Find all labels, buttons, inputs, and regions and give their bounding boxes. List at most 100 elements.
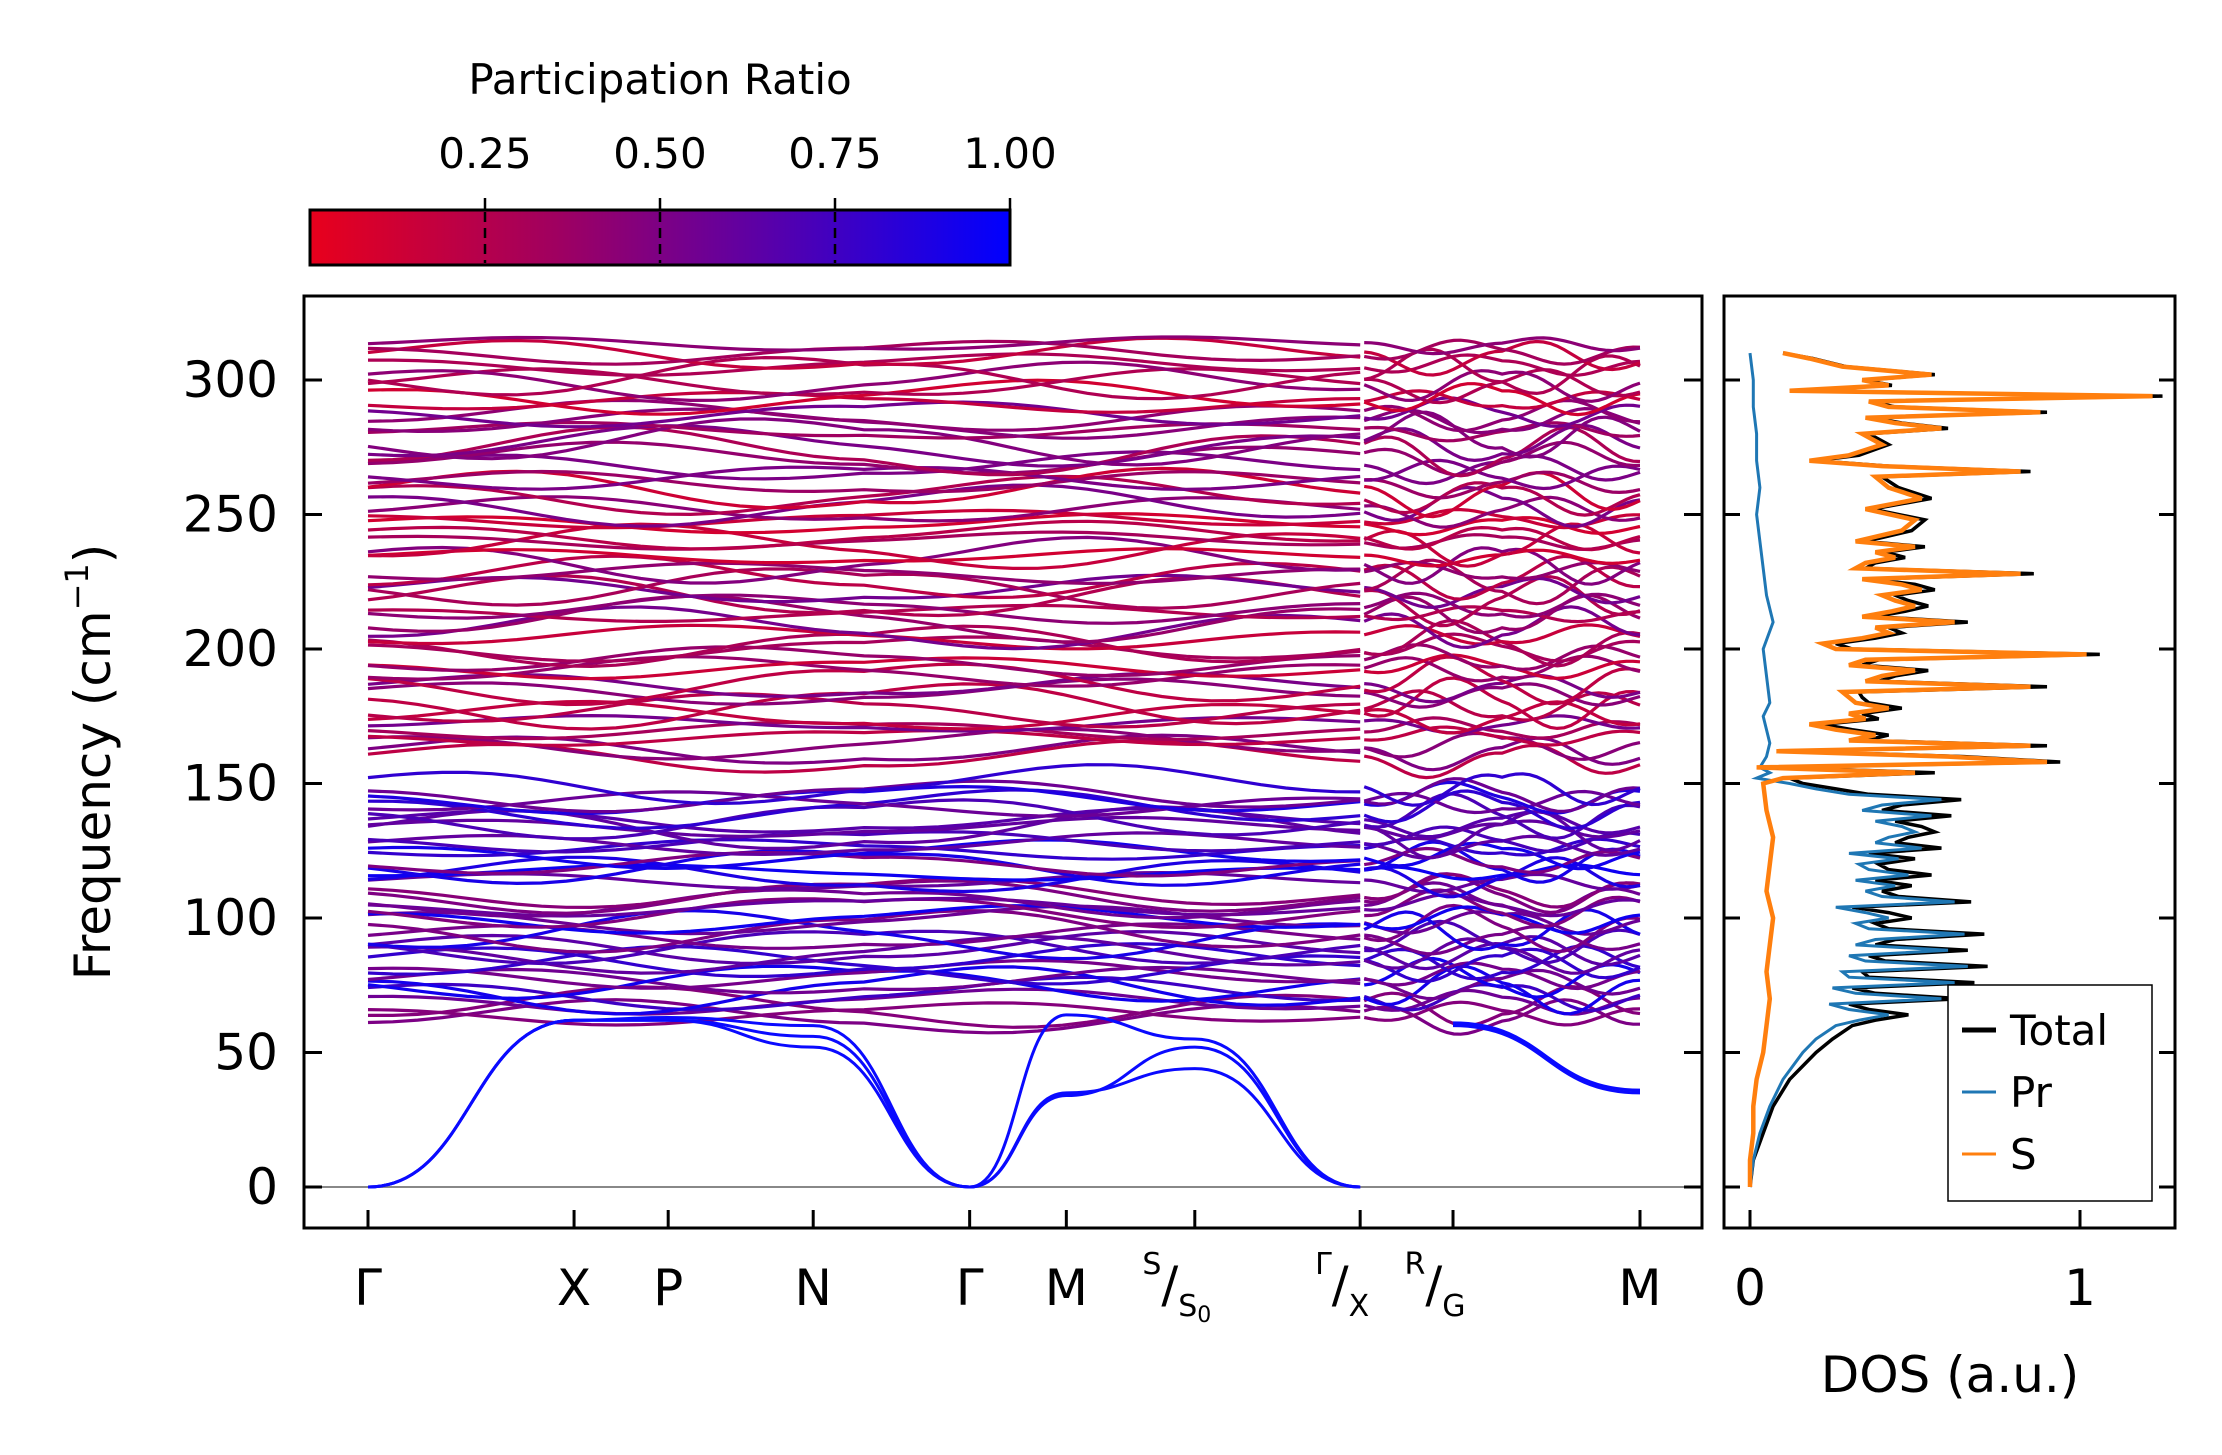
optical-band-high [367, 390, 1361, 414]
optical-band-low [367, 942, 1361, 978]
optical-band-high [367, 623, 1361, 651]
acoustic-branch-TA-right-2 [1453, 1021, 1641, 1092]
optical-band-high [367, 474, 1361, 517]
optical-band-high [367, 522, 1361, 571]
dos-panel: 0 1 DOS (a.u.) Total Pr S [1722, 294, 2177, 1404]
optical-band-high [367, 512, 1361, 535]
y-axis-label: Frequency (cm−1) [58, 544, 122, 981]
optical-band-low [367, 838, 1361, 871]
optical-band-high [367, 417, 1361, 467]
optical-band-low [367, 987, 1361, 1016]
legend-label-total: Total [2009, 1006, 2108, 1055]
optical-band-low [1363, 947, 1641, 984]
dos-x-tick-label: 0 [1734, 1259, 1766, 1317]
optical-band-low [1364, 810, 1641, 839]
optical-band-low [367, 975, 1361, 1012]
optical-band-high [1363, 682, 1641, 709]
optical-band-high [1363, 382, 1641, 417]
dos-series-pr [1748, 352, 1968, 1188]
colorbar-tick-label: 1.00 [963, 129, 1057, 178]
optical-band-low [1363, 856, 1641, 899]
optical-band-high [1364, 339, 1641, 377]
y-tick-label: 50 [214, 1024, 278, 1082]
optical-band-high [367, 400, 1361, 429]
dos-series-s [1747, 350, 2153, 1187]
optical-band-high [1364, 736, 1641, 772]
optical-band-high [367, 360, 1361, 403]
optical-band-low [1364, 924, 1641, 956]
optical-band-low [1363, 961, 1641, 991]
optical-band-high [367, 424, 1361, 468]
optical-band-high [367, 554, 1361, 600]
acoustic-branch-TA-right-1 [1453, 1024, 1641, 1095]
optical-band-low [367, 798, 1361, 841]
optical-band-high [367, 367, 1361, 396]
optical-band-high [367, 573, 1361, 604]
colorbar-tick-label: 0.50 [613, 129, 707, 178]
optical-band-high [1363, 554, 1641, 601]
optical-band-high [1363, 591, 1641, 619]
x-tick-label: R/G [1405, 1247, 1466, 1324]
optical-band-high [367, 508, 1361, 530]
x-tick-label-slash: / [1161, 1256, 1178, 1314]
x-tick-label-sup: S [1142, 1247, 1161, 1282]
optical-band-low [367, 1001, 1361, 1027]
optical-band-high [367, 656, 1361, 681]
optical-band-high [1363, 533, 1641, 552]
y-tick-label: 0 [246, 1158, 278, 1216]
optical-band-low [1364, 888, 1641, 928]
optical-band-high [367, 335, 1361, 352]
optical-band-high [1363, 410, 1641, 459]
y-tick-label: 100 [183, 889, 278, 947]
acoustic-branch-LA [367, 1013, 1361, 1189]
x-tick-label: Γ/X [1315, 1247, 1369, 1324]
optical-band-high [367, 547, 1361, 565]
legend-label-pr: Pr [2010, 1068, 2053, 1117]
optical-band-high [367, 593, 1361, 625]
dos-x-tick-label: 1 [2064, 1259, 2096, 1317]
optical-band-high [367, 465, 1361, 492]
x-tick-label-slash: / [1332, 1256, 1349, 1314]
optical-band-low [1363, 908, 1641, 952]
optical-band-low [367, 896, 1361, 918]
optical-band-low [367, 929, 1361, 966]
optical-band-low [1363, 1000, 1641, 1027]
x-tick-label: M [1045, 1259, 1088, 1317]
x-tick-label: Γ [956, 1259, 984, 1317]
optical-band-low [1363, 789, 1641, 815]
optical-band-high [1363, 623, 1641, 646]
optical-band-high [1363, 546, 1641, 586]
optical-band-high [367, 635, 1361, 663]
optical-band-high [1363, 389, 1641, 410]
optical-band-high [367, 440, 1361, 475]
colorbar-tick-label: 0.25 [438, 129, 532, 178]
x-tick-label-sub: S [1178, 1289, 1197, 1324]
x-tick-label-subsub: 0 [1197, 1303, 1211, 1328]
optical-band-high [1364, 575, 1641, 628]
optical-band-high [1364, 673, 1641, 704]
optical-band-low [367, 784, 1361, 816]
optical-band-high [367, 603, 1361, 623]
optical-band-high [1363, 440, 1641, 477]
x-tick-label-sub: G [1442, 1289, 1465, 1324]
optical-band-high [1363, 338, 1641, 366]
colorbar-title: Participation Ratio [468, 55, 851, 104]
y-tick-label: 300 [183, 351, 278, 409]
optical-band-high [1364, 714, 1641, 735]
optical-band-high [367, 561, 1361, 586]
x-tick-label: P [653, 1259, 683, 1317]
optical-band-high [367, 645, 1361, 678]
legend-label-s: S [2010, 1130, 2037, 1179]
x-tick-label-sub: X [1349, 1289, 1370, 1324]
band-axes-frame [302, 294, 1704, 1230]
optical-band-high [367, 594, 1361, 644]
acoustic-branch-TA1 [367, 1018, 1361, 1189]
colorbar-tick-label: 0.75 [788, 129, 882, 178]
optical-band-low [1364, 968, 1641, 1001]
optical-band-high [1363, 605, 1641, 624]
optical-band-high [367, 567, 1361, 610]
optical-band-high [1363, 700, 1641, 735]
optical-band-high [1363, 744, 1641, 780]
optical-band-low [1363, 819, 1641, 841]
